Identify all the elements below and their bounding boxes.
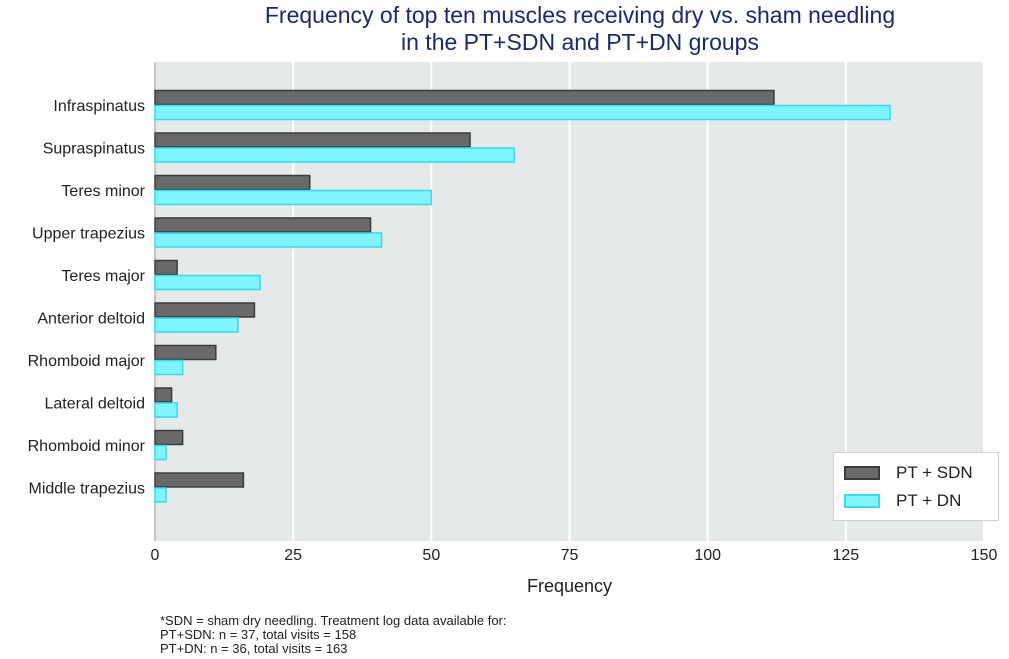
x-tick-label-50: 50 (422, 547, 440, 564)
x-tick-label-75: 75 (561, 547, 579, 564)
bar-pt-dn-teres-major (154, 274, 261, 291)
y-tick-label-teres-minor: Teres minor (61, 183, 145, 200)
bar-pt-dn-upper-trapezius (154, 232, 383, 248)
legend: PT + SDN PT + DN (833, 452, 999, 521)
y-tick-label-rhomboid-major: Rhomboid major (28, 353, 146, 370)
bar-pt-sdn-lateral-deltoid (154, 387, 173, 403)
x-tick-label-125: 125 (832, 547, 859, 564)
x-tick-label-0: 0 (151, 547, 160, 564)
y-tick-label-anterior-deltoid: Anterior deltoid (37, 311, 145, 328)
bar-pt-dn-middle-trapezius (154, 487, 167, 503)
bar-pt-dn-infraspinatus (154, 104, 891, 121)
y-tick-label-upper-trapezius: Upper trapezius (32, 226, 145, 243)
bar-pt-sdn-teres-major (154, 259, 178, 276)
chart-title-line-2: in the PT+SDN and PT+DN groups (401, 29, 759, 55)
legend-item-pt-sdn: PT + SDN (844, 463, 973, 483)
y-tick-label-teres-major: Teres major (61, 268, 145, 285)
chart-title-line-1: Frequency of top ten muscles receiving d… (264, 2, 896, 28)
bar-pt-sdn-middle-trapezius (154, 472, 245, 488)
x-tick-label-150: 150 (971, 547, 998, 564)
bar-pt-sdn-rhomboid-major (154, 344, 217, 361)
y-tick-label-middle-trapezius: Middle trapezius (29, 481, 146, 498)
x-tick-label-100: 100 (694, 547, 721, 564)
bar-pt-dn-lateral-deltoid (154, 402, 178, 418)
bar-pt-dn-rhomboid-major (154, 359, 184, 376)
bar-pt-sdn-anterior-deltoid (154, 302, 256, 318)
y-tick-labels: Infraspinatus Supraspinatus Teres minor Upp… (28, 98, 146, 498)
bars (154, 89, 891, 503)
x-tick-labels: 0 25 50 75 100 125 150 (151, 547, 998, 564)
legend-label-pt-dn: PT + DN (896, 491, 962, 510)
bar-pt-sdn-rhomboid-minor (154, 429, 184, 446)
footnote-line-2: PT+SDN: n = 37, total visits = 158 (160, 627, 357, 642)
footnote-line-3: PT+DN: n = 36, total visits = 163 (160, 641, 348, 656)
bar-pt-dn-rhomboid-minor (154, 444, 167, 461)
footnote: *SDN = sham dry needling. Treatment log … (160, 614, 507, 656)
bar-pt-dn-supraspinatus (154, 147, 515, 163)
y-tick-label-infraspinatus: Infraspinatus (53, 98, 145, 115)
footnote-line-1: *SDN = sham dry needling. Treatment log … (160, 613, 507, 628)
y-tick-label-rhomboid-minor: Rhomboid minor (28, 438, 146, 455)
bar-pt-dn-anterior-deltoid (154, 317, 239, 333)
y-tick-label-supraspinatus: Supraspinatus (43, 141, 145, 158)
legend-swatch-pt-sdn (844, 466, 880, 480)
x-axis-label: Frequency (527, 576, 612, 596)
legend-swatch-pt-dn (844, 494, 880, 508)
legend-item-pt-dn: PT + DN (844, 491, 961, 511)
y-tick-label-lateral-deltoid: Lateral deltoid (44, 396, 145, 413)
bar-pt-sdn-teres-minor (154, 174, 311, 191)
bar-pt-dn-teres-minor (154, 189, 433, 206)
bar-pt-sdn-infraspinatus (154, 89, 775, 106)
x-tick-label-25: 25 (284, 547, 302, 564)
legend-label-pt-sdn: PT + SDN (896, 463, 973, 482)
bar-pt-sdn-supraspinatus (154, 132, 471, 148)
bar-pt-sdn-upper-trapezius (154, 217, 372, 233)
chart-title: Frequency of top ten muscles receiving d… (160, 2, 1000, 56)
